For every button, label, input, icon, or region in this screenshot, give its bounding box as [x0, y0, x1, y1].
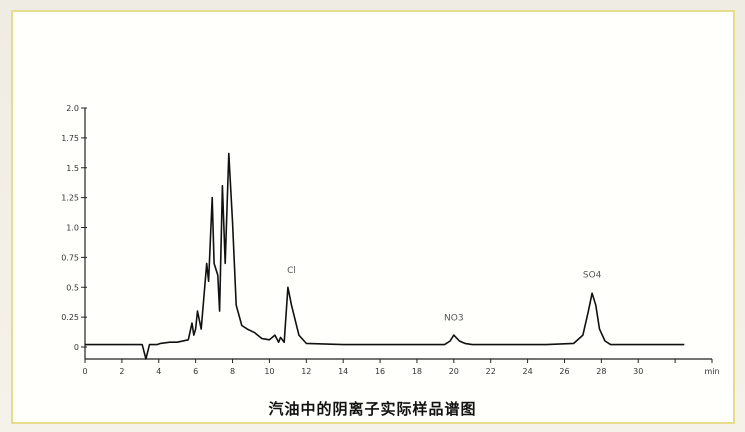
x-tick-label: 26	[559, 367, 569, 376]
y-tick-label: 1.0	[66, 224, 79, 233]
peak-label: SO4	[583, 271, 602, 281]
x-tick-label: 10	[264, 367, 274, 376]
x-tick-label: 6	[193, 367, 198, 376]
caption-text: 汽油中的阴离子实际样品谱图	[268, 400, 477, 418]
chart-caption: 汽油中的阴离子实际样品谱图	[0, 398, 745, 419]
y-tick-label: 1.5	[66, 164, 79, 173]
x-tick-label: 16	[375, 367, 385, 376]
y-tick-label: 0.5	[66, 283, 79, 292]
y-tick-label: 0	[74, 343, 79, 352]
x-tick-label: 20	[449, 367, 459, 376]
y-tick-label: 2.0	[66, 104, 79, 113]
x-tick-label: 8	[230, 367, 235, 376]
x-tick-label: 4	[156, 367, 161, 376]
x-tick-label: 14	[338, 367, 348, 376]
x-tick-label: 28	[596, 367, 606, 376]
y-tick-label: 1.75	[61, 134, 79, 143]
peak-label: NO3	[444, 314, 464, 324]
x-tick-label: 24	[522, 367, 532, 376]
peak-label: Cl	[287, 266, 296, 276]
x-tick-label: 2	[119, 367, 124, 376]
x-tick-label: 30	[633, 367, 643, 376]
chromatogram-trace	[85, 152, 685, 360]
x-tick-label: 12	[301, 367, 311, 376]
y-tick-label: 0.75	[61, 253, 79, 262]
y-tick-label: 1.25	[61, 194, 79, 203]
x-tick-label: 22	[486, 367, 496, 376]
x-tick-label: min	[704, 367, 719, 376]
y-tick-label: 0.25	[61, 313, 79, 322]
x-tick-label: 0	[82, 367, 87, 376]
x-tick-label: 18	[412, 367, 422, 376]
chart-frame	[11, 10, 735, 424]
